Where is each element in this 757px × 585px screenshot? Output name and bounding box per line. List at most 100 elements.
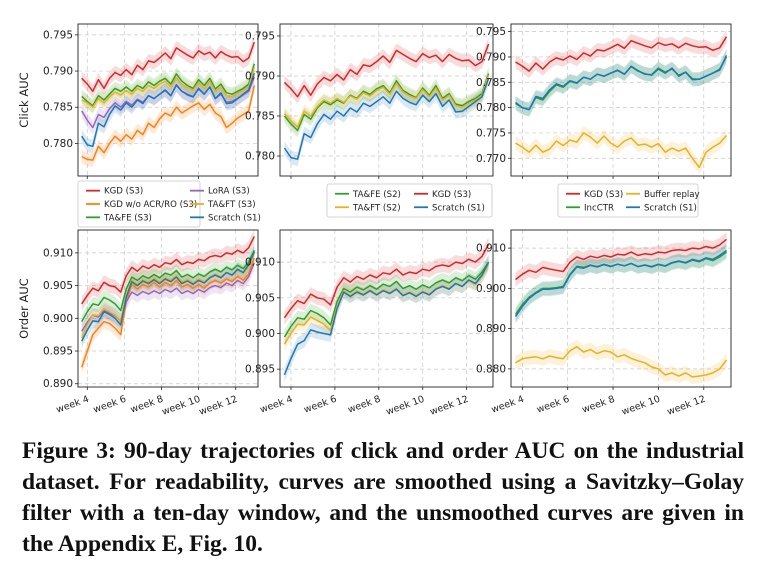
series-line (283, 78, 490, 160)
series-band (81, 229, 255, 311)
legend-label: Scratch (S1) (432, 203, 485, 213)
series-band (515, 243, 727, 324)
series-line (514, 249, 727, 318)
legend-entry: LoRA (S3) (190, 187, 250, 197)
y-tick-label: 0.895 (43, 346, 73, 358)
x-tick-label: week 8 (581, 394, 617, 416)
series-band (515, 50, 727, 117)
series-line (283, 43, 490, 98)
series-band (515, 48, 727, 117)
series-line (515, 345, 728, 378)
legend-label: Scratch (S1) (208, 213, 261, 223)
legend-box (557, 183, 699, 218)
legend-entry: Scratch (S1) (190, 213, 261, 223)
series-band (284, 255, 489, 345)
y-tick-label: 0.780 (43, 138, 73, 150)
y-tick-label: 0.790 (245, 71, 275, 83)
x-tick-label: week 10 (385, 394, 426, 418)
x-tick-label: week 4 (490, 394, 526, 416)
y-tick-label: 0.905 (245, 292, 275, 304)
legend-label: LoRA (S3) (208, 187, 250, 197)
subplot-click-2: 0.770 0.775 0.780 0.785 0.790 0.795 (476, 23, 732, 179)
series-band (515, 232, 727, 287)
subplot-click-0: 0.780 0.785 0.790 0.795 Click AUC (17, 23, 259, 179)
series-line (80, 257, 256, 368)
series-line (81, 236, 255, 305)
legend-entry: TA&FT (S3) (190, 200, 256, 210)
series-line (81, 85, 256, 161)
figure-3: 0.780 0.785 0.790 0.795 Click AUC KGD (S3) LoR… (17, 23, 732, 418)
y-axis-label: Order AUC (17, 278, 31, 339)
series-band (515, 245, 727, 322)
legend-entry: KGD w/o ACR/RO (S3) (86, 200, 197, 210)
legend-entry: TA&FE (S3) (86, 213, 152, 223)
legend-label: KGD (S3) (584, 190, 623, 200)
legend: TA&FE (S2) KGD (S3) TA&FT (S2) Scratch (S1) (326, 183, 493, 218)
y-tick-label: 0.795 (43, 29, 73, 41)
legend-label: TA&FE (S2) (352, 190, 401, 200)
series-band (284, 37, 489, 104)
series-band (284, 68, 489, 134)
legend-label: KGD w/o ACR/RO (S3) (104, 200, 197, 210)
series-line (81, 63, 256, 107)
series-line (283, 261, 490, 338)
series-line (515, 36, 728, 72)
x-tick-label: week 12 (198, 394, 239, 418)
series-band (515, 29, 727, 78)
y-tick-label: 0.795 (245, 31, 275, 43)
legend-entry: TA&FT (S2) (335, 203, 401, 213)
series-band (81, 60, 255, 115)
x-tick-label: week 10 (620, 394, 661, 418)
y-tick-label: 0.770 (476, 153, 506, 165)
plot-frame (77, 229, 259, 388)
y-tick-label: 0.900 (43, 313, 73, 325)
x-tick-label: week 10 (160, 394, 201, 418)
legend-label: Scratch (S1) (644, 203, 697, 213)
legend-label: Buffer replay (644, 190, 700, 200)
legend-entry: IncCTR (566, 203, 614, 213)
y-tick-label: 0.900 (476, 283, 506, 295)
y-tick-label: 0.785 (476, 77, 506, 89)
y-tick-label: 0.785 (43, 102, 73, 114)
y-tick-label: 0.780 (245, 151, 275, 163)
legend-entry: KGD (S3) (414, 190, 471, 200)
legend-label: TA&FT (S3) (207, 200, 256, 210)
legend-entry: KGD (S3) (86, 187, 143, 197)
series-line (81, 41, 256, 93)
y-tick-label: 0.795 (476, 26, 506, 38)
x-tick-label: week 4 (55, 394, 91, 416)
legend-label: TA&FT (S2) (352, 203, 401, 213)
legend-entry: Scratch (S1) (414, 203, 485, 213)
plot-frame (77, 23, 259, 177)
legend-entry: KGD (S3) (566, 190, 623, 200)
y-tick-label: 0.910 (476, 243, 506, 255)
y-tick-label: 0.910 (245, 257, 275, 269)
series-line (81, 72, 256, 148)
x-tick-label: week 6 (535, 394, 571, 416)
legend-entry: Buffer replay (626, 190, 700, 200)
y-tick-label: 0.780 (476, 102, 506, 114)
series-line (515, 55, 728, 111)
legend-label: KGD (S3) (104, 187, 143, 197)
series-line (515, 238, 727, 281)
figure-caption: Figure 3: 90-day trajectories of click a… (22, 438, 744, 557)
legend: KGD (S3) Buffer replay IncCTR Scratch (S1) (557, 183, 700, 218)
legend-box (326, 183, 493, 218)
series-line (81, 67, 256, 108)
series-line (283, 243, 490, 319)
series-band (515, 126, 727, 175)
series-band (81, 70, 255, 135)
series-band (81, 35, 255, 99)
x-tick-label: week 8 (346, 394, 382, 416)
y-tick-label: 0.890 (476, 323, 506, 335)
y-tick-label: 0.785 (245, 111, 275, 123)
legend-label: TA&FE (S3) (103, 213, 152, 223)
y-tick-label: 0.775 (476, 127, 506, 139)
series-band (81, 255, 255, 339)
series-line (81, 262, 255, 332)
y-tick-label: 0.895 (245, 364, 275, 376)
y-tick-label: 0.790 (476, 51, 506, 63)
